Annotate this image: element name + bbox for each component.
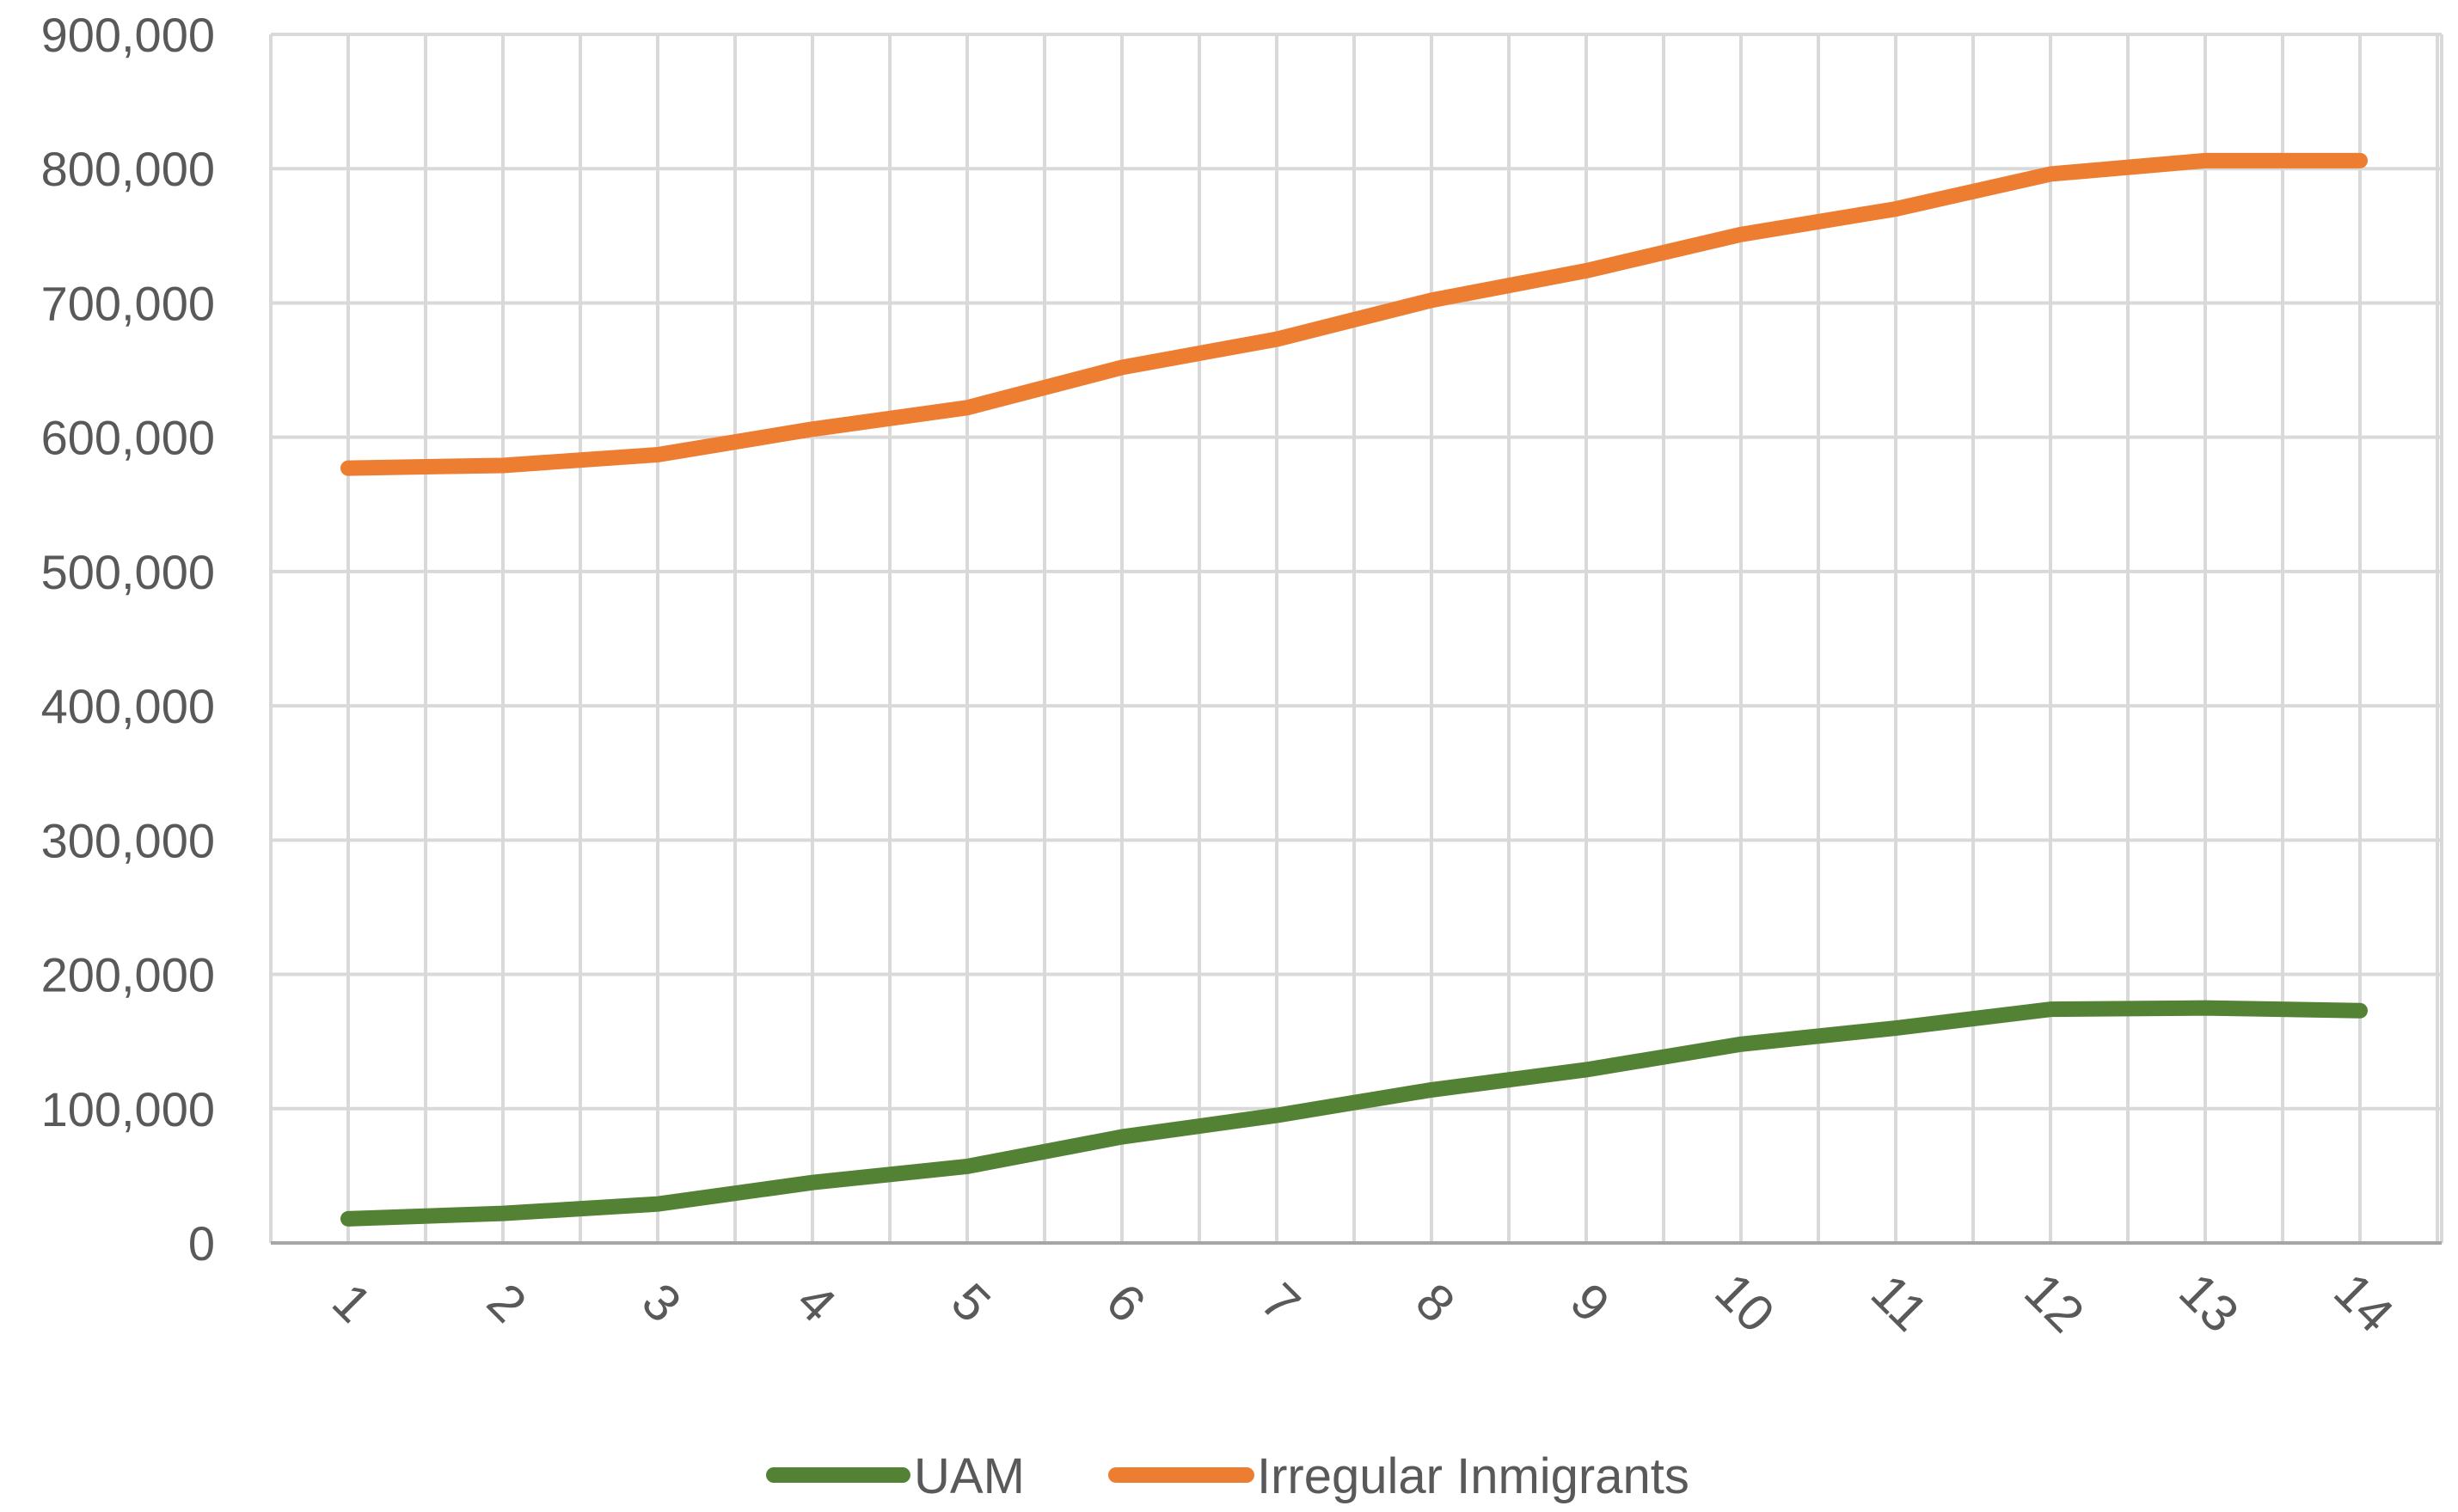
x-tick-label: 13 [2168,1262,2250,1344]
y-tick-label: 500,000 [41,545,215,599]
x-tick-label: 11 [1860,1264,1939,1342]
y-axis-tick-labels: 0 100,000 200,000 300,000 400,000 500,000 600,… [41,8,215,1270]
y-tick-label: 700,000 [41,276,215,330]
legend-label: UAM [914,1448,1025,1504]
legend-label: Irregular Inmigrants [1257,1448,1689,1504]
y-tick-label: 0 [188,1216,215,1270]
series-line-irregular-inmigrants [340,152,2368,476]
series-line-uam [340,1000,2368,1227]
x-tick-label: 7 [1250,1272,1311,1333]
y-tick-label: 300,000 [41,813,215,867]
x-tick-label: 9 [1560,1272,1621,1333]
x-tick-label: 4 [786,1272,847,1333]
gridlines [269,33,2443,1243]
x-tick-label: 6 [1095,1272,1156,1333]
legend: UAM Irregular Inmigrants [766,1448,1689,1504]
x-tick-label: 5 [941,1272,1002,1333]
x-tick-label: 12 [2014,1262,2095,1344]
x-axis-tick-labels: 1 2 3 4 5 6 7 8 9 10 11 12 13 14 [322,1262,2405,1344]
y-tick-label: 800,000 [41,142,215,196]
x-tick-label: 14 [2323,1262,2405,1344]
x-tick-label: 2 [476,1272,537,1333]
y-tick-label: 900,000 [41,8,215,62]
y-tick-label: 400,000 [41,679,215,733]
x-tick-label: 8 [1405,1272,1466,1333]
y-tick-label: 200,000 [41,948,215,1002]
y-tick-label: 600,000 [41,411,215,465]
x-tick-label: 3 [631,1272,692,1333]
y-tick-label: 100,000 [41,1082,215,1136]
x-tick-label: 1 [322,1272,383,1333]
x-tick-label: 10 [1704,1262,1786,1344]
series-lines [340,152,2368,1227]
